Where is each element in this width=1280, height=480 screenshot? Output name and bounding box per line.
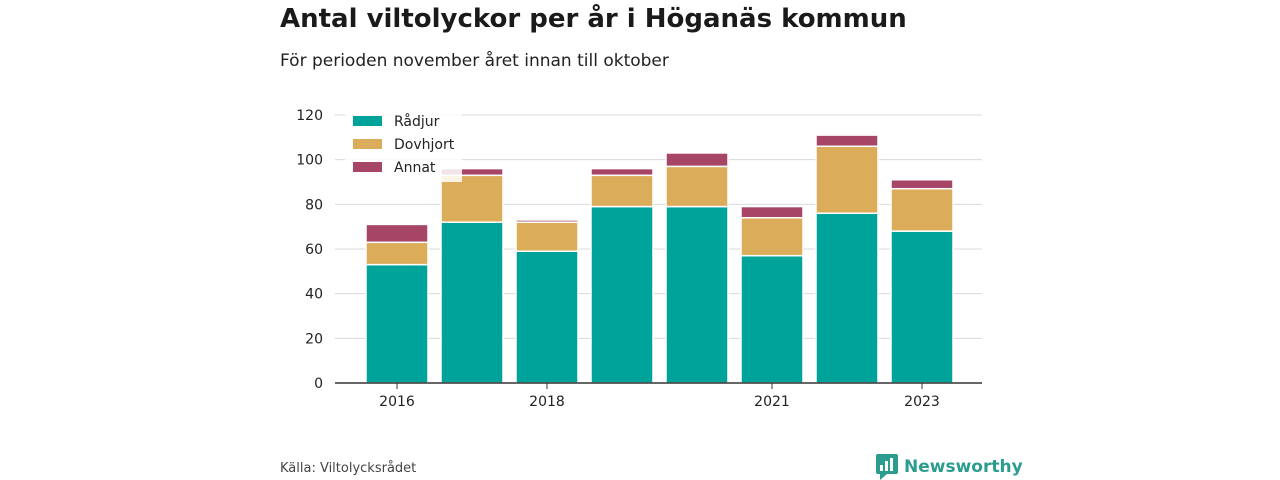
bar-annat-2018 — [515, 219, 579, 223]
bar-rådjur-2023 — [890, 230, 954, 384]
y-tick-label: 100 — [296, 153, 323, 169]
newsworthy-icon — [876, 454, 898, 480]
bar-annat-2021 — [740, 205, 804, 219]
bar-rådjur-2016 — [365, 263, 429, 384]
legend-swatch-dovhjort — [353, 139, 382, 149]
legend-swatch-rådjur — [353, 116, 382, 126]
bar-annat-2020 — [665, 152, 729, 168]
bar-dovhjort-2018 — [515, 221, 579, 252]
bar-dovhjort-2020 — [665, 165, 729, 208]
y-tick-label: 0 — [314, 376, 323, 392]
bars — [365, 134, 954, 384]
brand-logo[interactable]: Newsworthy — [876, 454, 1023, 480]
bar-dovhjort-2017 — [440, 174, 504, 223]
brand-name: Newsworthy — [904, 457, 1023, 477]
legend-label-annat: Annat — [394, 160, 436, 176]
bar-rådjur-2017 — [440, 221, 504, 384]
bar-dovhjort-2021 — [740, 216, 804, 257]
x-tick-label: 2018 — [529, 394, 565, 410]
legend: Rådjur Dovhjort Annat — [345, 109, 462, 182]
x-tick-label: 2023 — [904, 394, 940, 410]
y-tick-label: 60 — [305, 242, 323, 258]
bar-annat-2016 — [365, 223, 429, 244]
bar-annat-2022 — [815, 134, 879, 148]
bar-dovhjort-2023 — [890, 187, 954, 232]
bar-dovhjort-2022 — [815, 145, 879, 215]
source-note: Källa: Viltolycksrådet — [280, 461, 417, 476]
legend-label-dovhjort: Dovhjort — [394, 137, 455, 153]
y-axis-ticks: 0 20 40 60 80 100 120 — [296, 108, 323, 392]
x-tick-label: 2021 — [754, 394, 790, 410]
bar-rådjur-2022 — [815, 212, 879, 384]
legend-label-rådjur: Rådjur — [394, 113, 440, 130]
stacked-bar-chart: 0 20 40 60 80 100 120 2016 2018 2021 2023 Rådjur D… — [296, 108, 982, 410]
x-tick-label: 2016 — [379, 394, 415, 410]
y-tick-label: 20 — [305, 331, 323, 347]
bar-dovhjort-2019 — [590, 174, 654, 208]
bar-rådjur-2018 — [515, 250, 579, 384]
bar-dovhjort-2016 — [365, 241, 429, 266]
bar-rådjur-2020 — [665, 205, 729, 384]
bar-annat-2019 — [590, 167, 654, 177]
y-tick-label: 80 — [305, 197, 323, 213]
chart-subtitle: För perioden november året innan till ok… — [280, 51, 669, 71]
y-tick-label: 120 — [296, 108, 323, 124]
chart-title: Antal viltolyckor per år i Höganäs kommu… — [280, 4, 907, 34]
bar-rådjur-2019 — [590, 205, 654, 384]
bar-rådjur-2021 — [740, 254, 804, 384]
bar-annat-2023 — [890, 179, 954, 190]
legend-swatch-annat — [353, 162, 382, 172]
y-tick-label: 40 — [305, 287, 323, 303]
x-axis-ticks: 2016 2018 2021 2023 — [379, 383, 940, 410]
